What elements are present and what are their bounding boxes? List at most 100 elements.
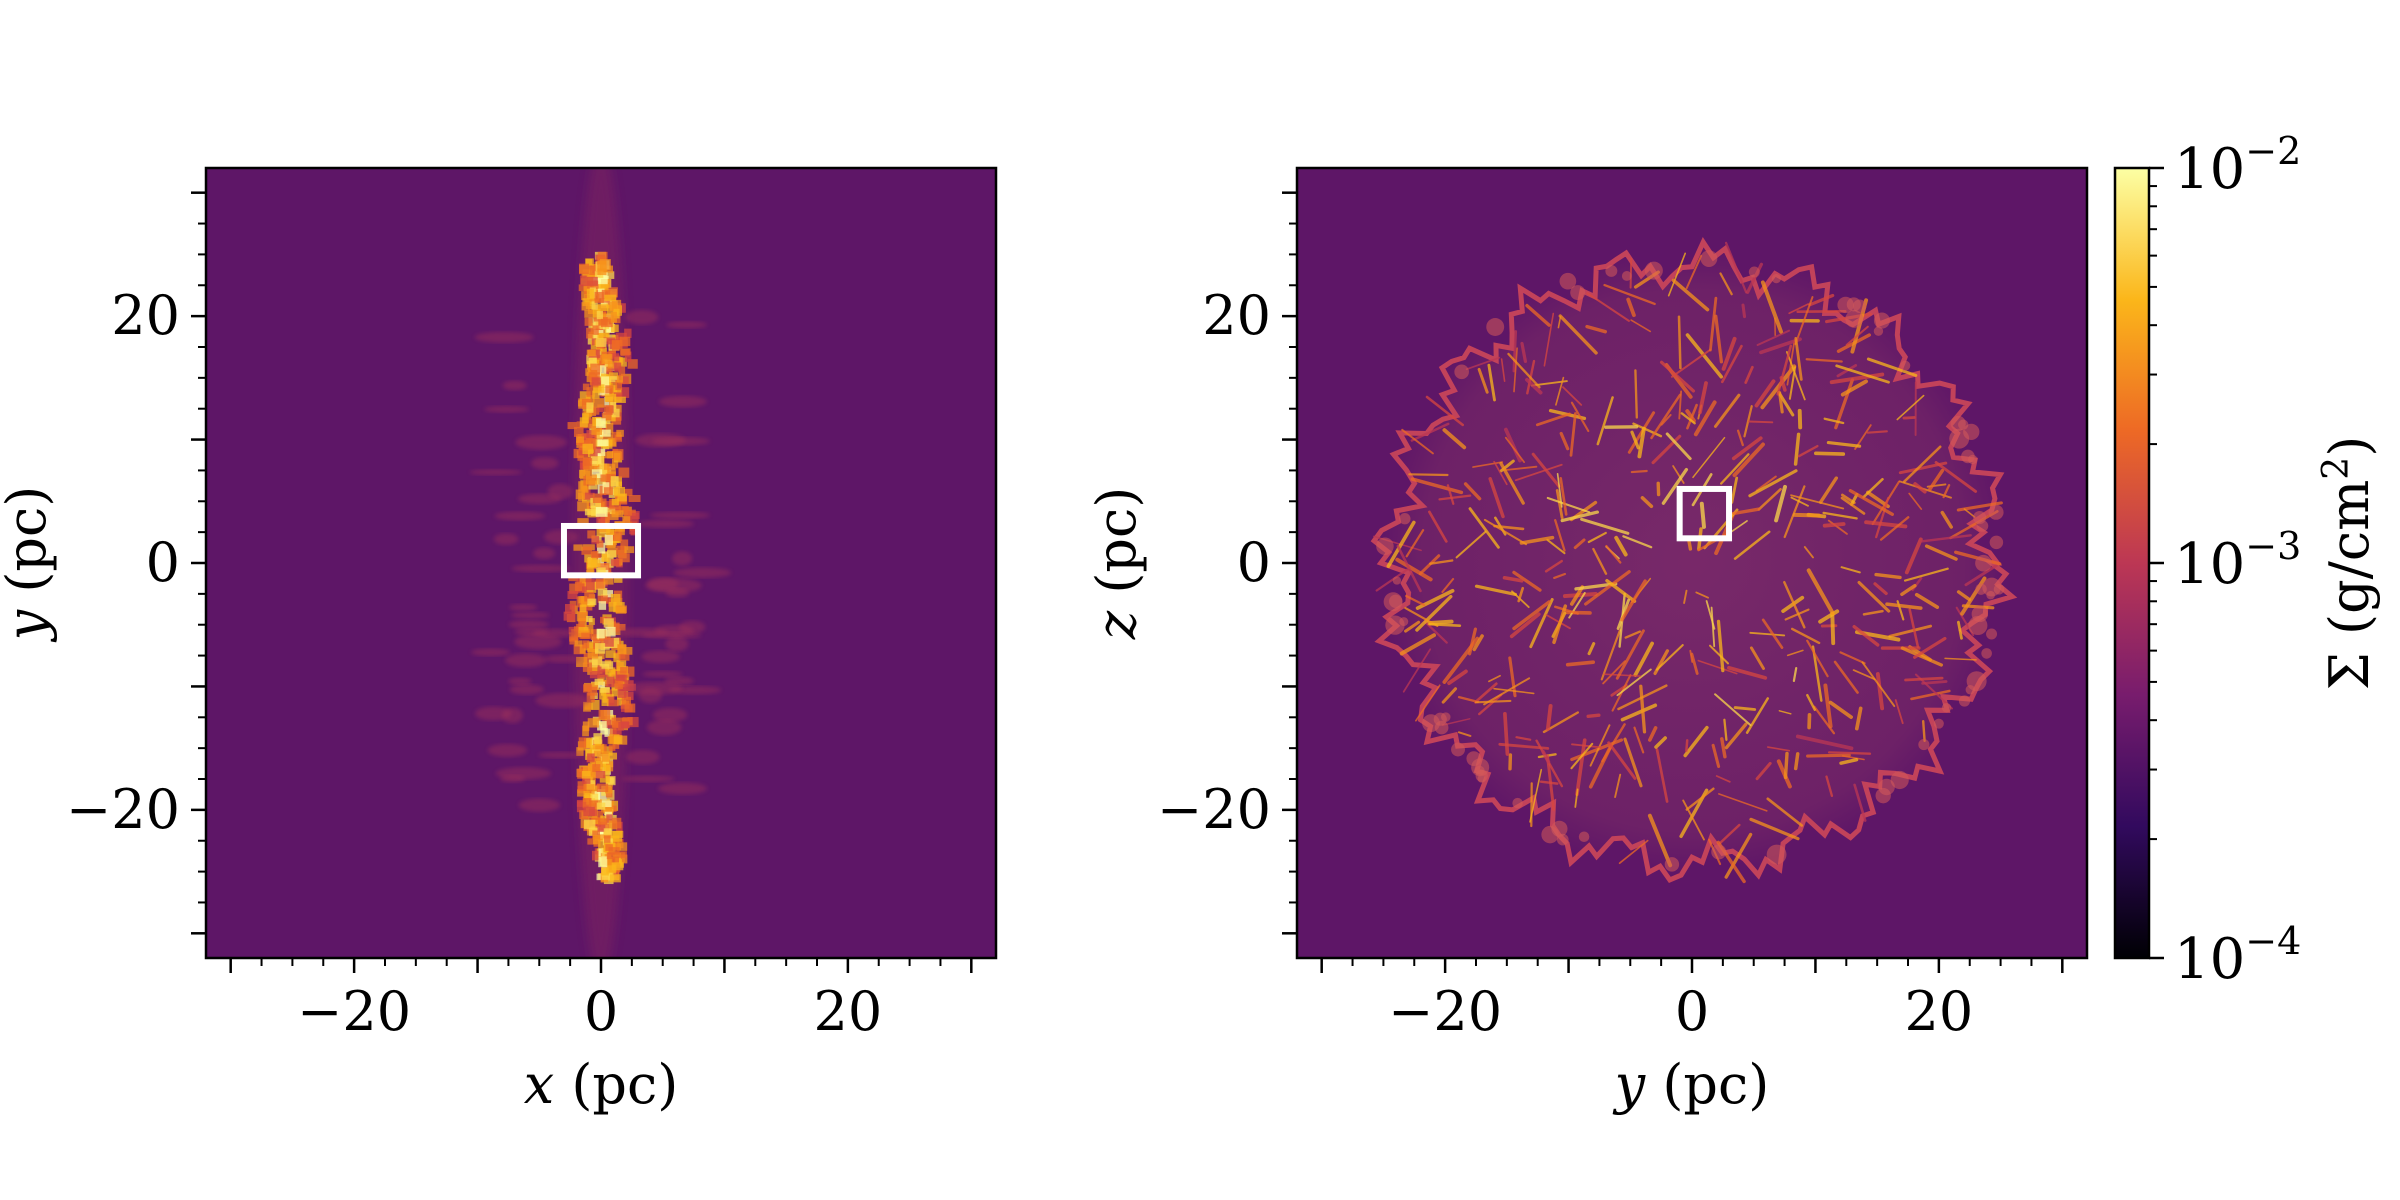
filament-clump (624, 546, 635, 554)
filament-clump (591, 682, 599, 691)
filament-clump (576, 747, 584, 756)
filament-clump (592, 390, 600, 399)
disk-filament (1873, 582, 1888, 596)
disk-filament (1794, 336, 1803, 381)
disk-filament (1840, 379, 1868, 397)
disk-filament (1637, 426, 1646, 459)
disk-edge-clump (1900, 360, 1911, 371)
filament-wisp (469, 469, 522, 476)
disk-filament (1879, 516, 1910, 541)
filament-clump (607, 381, 618, 389)
disk-filament (1586, 713, 1601, 719)
filament-clump (602, 746, 613, 756)
filament-clump (594, 354, 606, 366)
filament-wisp (508, 619, 549, 630)
filament-clump (581, 770, 591, 779)
disk-filament (1956, 590, 1972, 602)
filament-clump (577, 453, 590, 461)
filament-clump (580, 596, 587, 607)
filament-clump (565, 604, 575, 614)
disk-filament (1632, 422, 1663, 438)
filament-clump (588, 357, 597, 368)
filament-clump (574, 426, 584, 437)
disk-filament (1761, 618, 1784, 649)
disk-edge-clump (1845, 310, 1864, 328)
disk-filament (1823, 683, 1833, 729)
disk-filament (1727, 665, 1768, 680)
filament-wisp (651, 436, 710, 446)
filament-clump (601, 554, 610, 563)
disk-filament (1828, 700, 1853, 719)
disk-edge-clump (1971, 605, 1988, 623)
filament-clump (614, 396, 626, 403)
filament-clump (595, 506, 608, 517)
disk-filament (1805, 358, 1843, 363)
filament-clump (597, 365, 607, 376)
filament-clump (584, 318, 593, 326)
filament-clump (613, 653, 621, 663)
disk-filament (1731, 436, 1763, 461)
filament-clump (606, 814, 613, 823)
disk-filament (1713, 393, 1741, 428)
filament-clump (622, 717, 633, 726)
disk-filament (1659, 360, 1696, 393)
filament-wisp (518, 798, 561, 812)
disk-filament (1913, 482, 1927, 494)
disk-filament (1862, 609, 1884, 616)
filament-clump (587, 648, 599, 659)
disk-filament (1705, 600, 1716, 630)
filament-clump (573, 644, 586, 655)
disk-filament (1455, 530, 1487, 559)
disk-filament (1861, 661, 1896, 708)
filament-clump (596, 418, 606, 428)
disk-filament (1854, 706, 1863, 731)
disk-filament (1660, 414, 1672, 426)
disk-filament (1586, 292, 1630, 322)
filament-clump (605, 776, 616, 786)
disk-filament (1395, 557, 1433, 582)
filament-clump (605, 667, 616, 675)
disk-filament (1535, 412, 1571, 427)
filament-wisp (672, 551, 693, 566)
filament-clump (603, 405, 613, 415)
filament-clump (582, 776, 591, 784)
disk-filament (1756, 329, 1790, 346)
filament-clump (602, 313, 615, 323)
filament-clump (603, 637, 614, 647)
disk-filament (1512, 600, 1551, 631)
disk-filament (1585, 324, 1608, 334)
disk-filament (1900, 646, 1943, 667)
filament-clump (613, 735, 623, 745)
filament-wisp (664, 676, 695, 686)
disk-filament (1546, 538, 1566, 555)
filament-clump (592, 764, 601, 773)
disk-filament (1655, 748, 1669, 803)
filament-clump (611, 720, 621, 728)
disk-filament (1806, 753, 1851, 758)
filament-clump (578, 627, 589, 634)
disk-edge-clump (1644, 261, 1663, 280)
disk-filament (1825, 775, 1834, 797)
filament-clump (611, 510, 624, 518)
disk-filament (1692, 436, 1726, 479)
filament-clump (599, 429, 611, 437)
filament-clump (598, 651, 605, 659)
filament-clump (583, 806, 595, 817)
filament-clump (606, 287, 618, 298)
disk-filament (1774, 484, 1787, 523)
disk-filament (1904, 676, 1944, 682)
disk-edge-clump (1967, 454, 1978, 465)
filament-wisp (621, 775, 675, 783)
filament-clump (576, 611, 588, 622)
disk-filament (1840, 496, 1866, 515)
disk-filament (1428, 622, 1462, 627)
disk-filament (1488, 477, 1505, 519)
filament-wisp (652, 707, 688, 722)
y-tick-label: 20 (1202, 284, 1271, 347)
filament-clump (594, 824, 606, 832)
filament-clump (596, 802, 606, 810)
disk-filament (1639, 684, 1647, 734)
disk-filament (1620, 703, 1658, 722)
disk-filament (1885, 602, 1923, 610)
filament-clump (587, 530, 596, 539)
